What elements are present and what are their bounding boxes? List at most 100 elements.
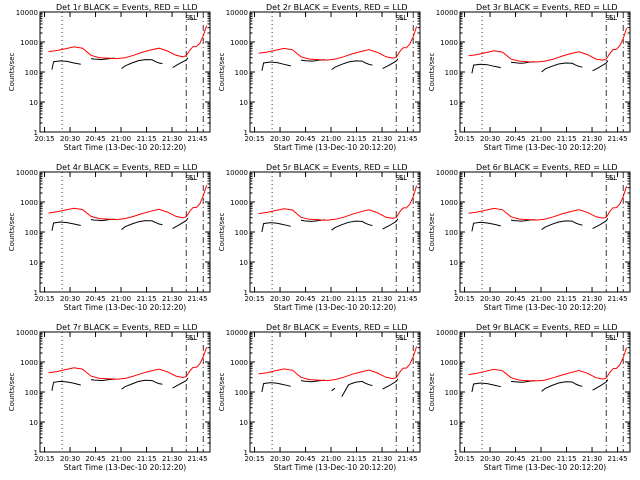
y-axis-label: Counts/sec [8, 373, 16, 412]
y-tick-label: 1000 [440, 199, 458, 207]
x-tick-label: 21:00 [111, 455, 131, 463]
y-tick-label: 100 [25, 69, 38, 77]
chart-title: Det 9r BLACK = Events, RED = LLD [476, 323, 618, 332]
x-axis-label: Start Time (13-Dec-10 20:12:20) [274, 303, 396, 312]
plot-frame [249, 11, 421, 133]
x-tick-label: 21:15 [556, 295, 576, 303]
x-tick-label: 21:45 [397, 295, 417, 303]
y-tick-label: 10000 [436, 169, 458, 177]
x-tick-label: 21:45 [397, 455, 417, 463]
y-tick-label: 1 [244, 289, 248, 297]
x-tick-label: 20:15 [244, 135, 264, 143]
chart-title: Det 4r BLACK = Events, RED = LLD [56, 163, 198, 172]
sl-marker-label: SL [185, 14, 193, 22]
chart-panel: Det 2r BLACK = Events, RED = LLD 1 10 100 10… [218, 3, 421, 152]
x-tick-label: 21:00 [321, 455, 341, 463]
chart-panel: Det 4r BLACK = Events, RED = LLD 1 10 100 10… [8, 163, 211, 312]
x-tick-label: 20:15 [34, 455, 54, 463]
plot-frame [39, 11, 211, 133]
plot-frame [249, 171, 421, 293]
x-tick-label: 20:15 [454, 295, 474, 303]
x-axis-label: Start Time (13-Dec-10 20:12:20) [64, 143, 186, 152]
x-tick-label: 21:00 [321, 295, 341, 303]
x-tick-label: 21:30 [582, 295, 602, 303]
chart-title: Det 6r BLACK = Events, RED = LLD [476, 163, 618, 172]
y-tick-label: 1 [454, 449, 458, 457]
chart-title: Det 5r BLACK = Events, RED = LLD [266, 163, 408, 172]
x-tick-label: 20:45 [505, 455, 525, 463]
x-tick-label: 21:30 [372, 455, 392, 463]
x-tick-label: 21:15 [346, 455, 366, 463]
x-tick-label: 21:15 [346, 135, 366, 143]
sl-marker-label: SL [189, 14, 197, 22]
y-tick-label: 10 [29, 259, 38, 267]
y-axis-label: Counts/sec [8, 213, 16, 252]
series-line [468, 27, 628, 63]
y-tick-label: 1000 [20, 39, 38, 47]
y-tick-label: 1000 [230, 359, 248, 367]
sl-marker-label: SL [399, 14, 407, 22]
sl-marker-label: SL [185, 334, 193, 342]
series-line [468, 347, 628, 382]
y-tick-label: 100 [235, 389, 248, 397]
x-tick-label: 20:45 [295, 135, 315, 143]
series-line [261, 378, 399, 397]
x-tick-label: 20:15 [454, 455, 474, 463]
series-line [471, 60, 609, 74]
x-tick-label: 21:00 [321, 135, 341, 143]
x-tick-label: 21:15 [136, 295, 156, 303]
x-tick-label: 20:15 [244, 455, 264, 463]
series-line [471, 379, 609, 393]
y-tick-label: 10000 [436, 9, 458, 17]
sl-marker-label: SL [185, 174, 193, 182]
y-axis-label: Counts/sec [428, 213, 436, 252]
x-axis-label: Start Time (13-Dec-10 20:12:20) [484, 143, 606, 152]
series-line [471, 218, 609, 232]
y-tick-label: 1000 [230, 199, 248, 207]
x-tick-label: 20:45 [505, 135, 525, 143]
y-tick-label: 10 [239, 259, 248, 267]
y-tick-label: 1 [34, 289, 38, 297]
x-axis-label: Start Time (13-Dec-10 20:12:20) [484, 303, 606, 312]
series-line [468, 185, 628, 221]
sl-marker-label: SL [605, 334, 613, 342]
y-tick-label: 1000 [440, 359, 458, 367]
plot-frame [459, 171, 631, 293]
x-tick-label: 21:45 [607, 135, 627, 143]
x-tick-label: 20:45 [85, 135, 105, 143]
x-tick-label: 20:30 [480, 455, 500, 463]
plot-frame [459, 331, 631, 453]
x-tick-label: 20:15 [34, 135, 54, 143]
series-line [48, 25, 208, 60]
x-tick-label: 21:15 [136, 455, 156, 463]
x-tick-label: 21:30 [582, 455, 602, 463]
chart-panel: Det 8r BLACK = Events, RED = LLD 1 10 100 10… [218, 323, 421, 472]
sl-marker-label: SL [609, 334, 617, 342]
x-tick-label: 21:00 [111, 295, 131, 303]
x-tick-label: 20:30 [60, 295, 80, 303]
y-tick-label: 10 [29, 419, 38, 427]
y-axis-label: Counts/sec [8, 53, 16, 92]
x-tick-label: 21:00 [111, 135, 131, 143]
x-tick-label: 21:00 [531, 455, 551, 463]
y-tick-label: 100 [445, 389, 458, 397]
chart-title: Det 1r BLACK = Events, RED = LLD [56, 3, 198, 12]
series-line [258, 26, 418, 61]
x-tick-label: 21:45 [607, 295, 627, 303]
y-tick-label: 1 [244, 129, 248, 137]
y-tick-label: 1000 [20, 199, 38, 207]
sl-marker-label: SL [395, 14, 403, 22]
x-tick-label: 21:15 [136, 135, 156, 143]
x-tick-label: 21:00 [531, 135, 551, 143]
y-tick-label: 10000 [226, 329, 248, 337]
chart-panel: Det 5r BLACK = Events, RED = LLD 1 10 100 10… [218, 163, 421, 312]
x-tick-label: 20:45 [295, 455, 315, 463]
y-tick-label: 10 [239, 419, 248, 427]
y-tick-label: 100 [445, 69, 458, 77]
x-tick-label: 20:15 [454, 135, 474, 143]
y-tick-label: 10 [239, 99, 248, 107]
chart-title: Det 2r BLACK = Events, RED = LLD [266, 3, 408, 12]
sl-marker-label: SL [395, 334, 403, 342]
x-tick-label: 21:30 [162, 455, 182, 463]
